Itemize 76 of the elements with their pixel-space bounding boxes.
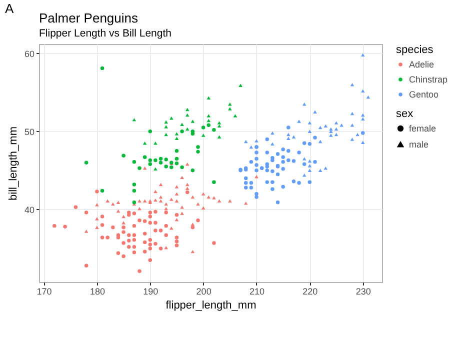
point xyxy=(148,162,152,166)
point xyxy=(158,156,163,161)
point xyxy=(185,108,190,112)
point xyxy=(132,188,136,193)
point xyxy=(154,158,158,162)
point xyxy=(238,84,242,87)
point xyxy=(217,121,222,124)
x-axis-title: flipper_length_mm xyxy=(166,300,256,312)
point xyxy=(164,164,168,168)
point xyxy=(132,160,136,164)
legend-label: Gentoo xyxy=(409,90,439,100)
point xyxy=(233,114,238,118)
x-tick-label: 220 xyxy=(302,286,318,296)
point xyxy=(132,182,136,186)
point xyxy=(228,107,232,110)
point xyxy=(174,132,179,136)
point xyxy=(122,154,126,158)
point xyxy=(185,113,190,117)
point xyxy=(170,165,174,170)
text: species xyxy=(396,44,434,56)
x-tick-label: 200 xyxy=(196,286,212,296)
x-tick-label: 170 xyxy=(36,286,52,296)
point xyxy=(185,127,190,131)
point xyxy=(212,180,216,184)
point xyxy=(190,120,195,123)
point xyxy=(142,155,147,160)
point xyxy=(154,167,158,170)
y-tick-label: 60 xyxy=(24,48,34,59)
point xyxy=(148,158,152,162)
y-axis-title: bill_length_mm xyxy=(7,126,20,200)
point xyxy=(206,114,211,118)
legend-label: Chinstrap xyxy=(409,74,448,84)
point xyxy=(158,160,163,164)
point xyxy=(84,160,88,164)
point xyxy=(164,158,168,162)
point xyxy=(201,126,206,130)
point xyxy=(132,118,136,122)
point xyxy=(196,145,200,149)
point xyxy=(174,156,179,161)
x-tick-label: 180 xyxy=(90,286,105,296)
legend-label: female xyxy=(409,124,436,134)
point xyxy=(148,130,152,134)
chart-title: Palmer Penguins xyxy=(39,10,138,26)
point xyxy=(180,130,184,134)
point xyxy=(196,150,200,154)
legend-label: Adelie xyxy=(409,60,434,70)
point xyxy=(174,136,179,140)
chart-subtitle: Flipper Length vs Bill Length xyxy=(39,28,172,40)
point xyxy=(201,134,206,137)
point xyxy=(170,116,174,120)
text: A xyxy=(5,1,14,16)
point xyxy=(217,124,222,128)
y-tick-label: 50 xyxy=(24,126,34,137)
y-tick-label: 40 xyxy=(24,204,34,215)
point xyxy=(217,135,222,138)
point xyxy=(174,149,179,153)
point xyxy=(206,118,211,122)
x-tick-label: 230 xyxy=(356,286,371,296)
point xyxy=(164,125,168,128)
point xyxy=(100,66,104,70)
legend-label: male xyxy=(409,140,429,150)
point xyxy=(174,162,179,166)
point xyxy=(142,141,147,145)
point xyxy=(180,122,184,126)
point xyxy=(206,123,211,128)
point xyxy=(164,120,168,124)
point xyxy=(138,166,142,170)
text: sex xyxy=(396,108,414,120)
point xyxy=(206,96,211,100)
x-tick-label: 210 xyxy=(249,286,265,296)
point xyxy=(100,188,104,193)
point xyxy=(212,128,216,132)
x-tick-label: 190 xyxy=(143,286,158,296)
point xyxy=(180,165,184,170)
point xyxy=(164,132,168,136)
point xyxy=(190,168,195,172)
